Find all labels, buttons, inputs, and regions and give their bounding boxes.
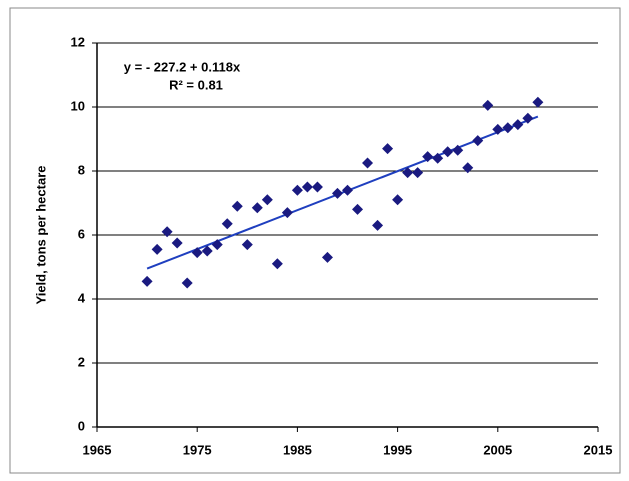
data-point	[161, 226, 173, 238]
y-tick-label: 6	[78, 226, 85, 241]
x-tick-label: 2015	[584, 442, 613, 457]
y-axis-label: Yield, tons per hectare	[33, 166, 48, 305]
data-point	[422, 151, 434, 163]
data-point	[321, 251, 333, 263]
data-point	[231, 200, 243, 212]
data-point	[331, 187, 343, 199]
data-point	[492, 123, 504, 135]
x-tick-label: 1995	[383, 442, 412, 457]
data-point	[412, 167, 424, 179]
data-point	[342, 184, 353, 196]
data-point	[502, 122, 514, 134]
data-point	[432, 152, 444, 164]
data-point	[201, 245, 213, 257]
data-point	[271, 258, 283, 270]
data-point	[151, 243, 163, 255]
y-tick-label: 4	[78, 290, 86, 305]
data-point	[472, 135, 484, 147]
data-point	[532, 96, 544, 108]
data-point	[241, 239, 253, 251]
data-point	[372, 219, 384, 231]
data-point	[452, 144, 464, 156]
chart-frame	[9, 7, 621, 474]
data-point	[352, 203, 364, 215]
data-point	[171, 237, 183, 249]
y-tick-label: 0	[78, 418, 85, 433]
data-point	[211, 239, 223, 251]
data-point	[281, 207, 293, 219]
data-point	[221, 218, 233, 230]
data-point	[251, 202, 263, 214]
data-point	[291, 184, 303, 196]
data-point	[362, 157, 374, 169]
data-point	[191, 247, 203, 259]
x-tick-label: 1985	[283, 442, 312, 457]
r-squared: R² = 0.81	[169, 77, 223, 92]
data-point	[311, 181, 323, 193]
data-point	[402, 167, 414, 179]
y-tick-label: 2	[78, 354, 85, 369]
data-point	[462, 162, 474, 174]
data-point	[181, 277, 193, 289]
y-tick-label: 10	[71, 98, 85, 113]
y-tick-label: 12	[71, 34, 85, 49]
data-point	[141, 275, 153, 287]
data-point	[512, 119, 524, 131]
x-tick-label: 2005	[483, 442, 512, 457]
data-point	[382, 143, 394, 155]
data-point	[482, 99, 494, 111]
x-tick-label: 1965	[83, 442, 112, 457]
y-tick-label: 8	[78, 162, 85, 177]
trend-line	[146, 115, 539, 270]
data-point	[442, 146, 454, 158]
data-point	[522, 112, 534, 124]
data-point	[261, 194, 273, 206]
data-point	[301, 181, 313, 193]
x-tick-label: 1975	[183, 442, 212, 457]
equation: y = - 227.2 + 0.118x	[124, 59, 241, 74]
data-point	[392, 194, 404, 206]
